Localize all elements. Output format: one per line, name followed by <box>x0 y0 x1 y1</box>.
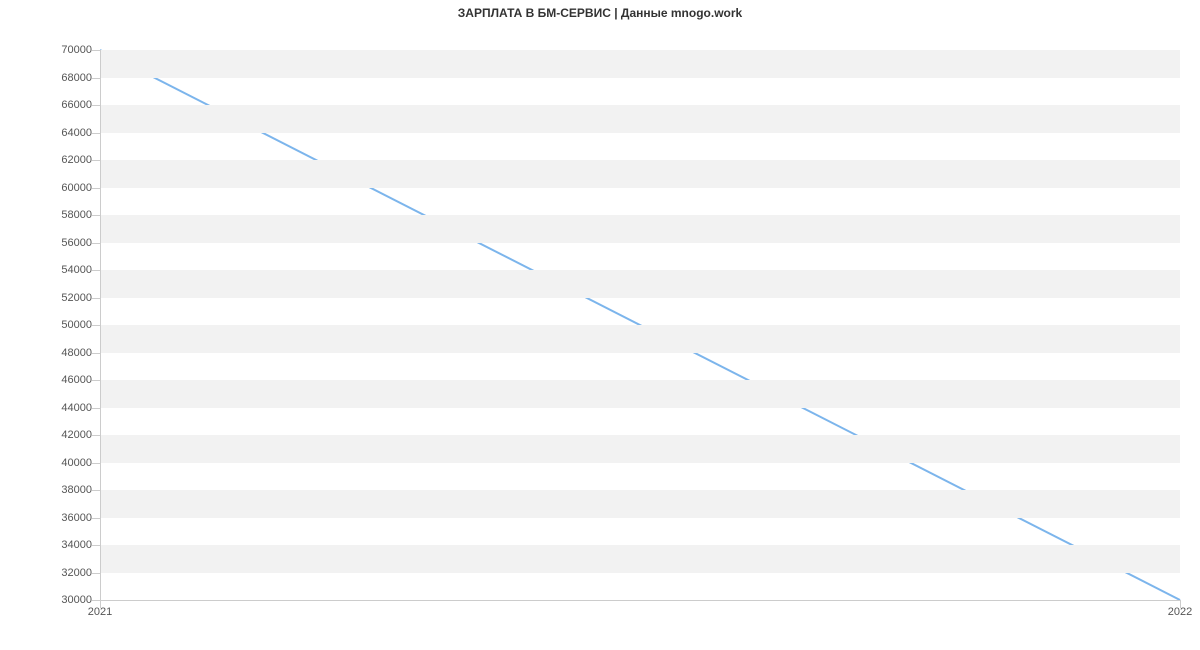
chart-title: ЗАРПЛАТА В БМ-СЕРВИС | Данные mnogo.work <box>0 6 1200 20</box>
y-tick-label: 36000 <box>61 512 100 524</box>
y-tick-label: 56000 <box>61 237 100 249</box>
y-tick-label: 58000 <box>61 209 100 221</box>
y-tick-label: 54000 <box>61 264 100 276</box>
y-tick-label: 62000 <box>61 154 100 166</box>
salary-line-chart: ЗАРПЛАТА В БМ-СЕРВИС | Данные mnogo.work… <box>0 0 1200 650</box>
grid-band <box>100 380 1180 408</box>
y-tick-label: 46000 <box>61 374 100 386</box>
plot-area: 3000032000340003600038000400004200044000… <box>100 50 1180 600</box>
grid-band <box>100 545 1180 573</box>
x-axis-line <box>100 600 1180 601</box>
x-tick-label: 2021 <box>88 600 112 618</box>
y-tick-label: 44000 <box>61 402 100 414</box>
y-tick-label: 32000 <box>61 567 100 579</box>
y-tick-label: 50000 <box>61 319 100 331</box>
y-axis-line <box>100 50 101 600</box>
grid-band <box>100 490 1180 518</box>
y-tick-label: 40000 <box>61 457 100 469</box>
y-tick-label: 70000 <box>61 44 100 56</box>
grid-band <box>100 160 1180 188</box>
y-tick-label: 68000 <box>61 72 100 84</box>
grid-band <box>100 435 1180 463</box>
y-tick-label: 48000 <box>61 347 100 359</box>
grid-band <box>100 50 1180 78</box>
y-tick-label: 42000 <box>61 429 100 441</box>
grid-band <box>100 215 1180 243</box>
x-tick-label: 2022 <box>1168 600 1192 618</box>
y-tick-label: 60000 <box>61 182 100 194</box>
grid-band <box>100 270 1180 298</box>
grid-band <box>100 105 1180 133</box>
y-tick-label: 64000 <box>61 127 100 139</box>
y-tick-label: 34000 <box>61 539 100 551</box>
y-tick-label: 38000 <box>61 484 100 496</box>
grid-band <box>100 325 1180 353</box>
y-tick-label: 52000 <box>61 292 100 304</box>
y-tick-label: 66000 <box>61 99 100 111</box>
